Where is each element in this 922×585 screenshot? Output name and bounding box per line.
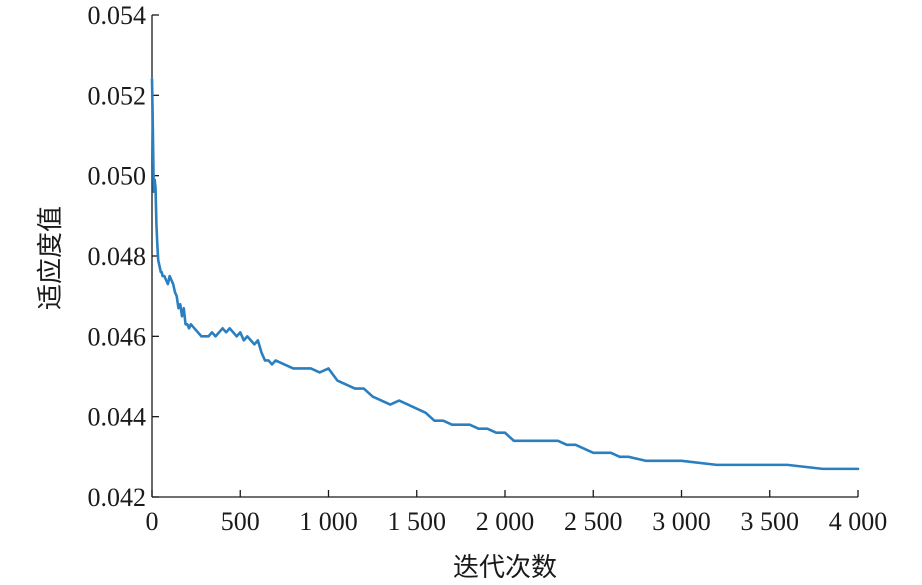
y-tick-label: 0.042: [88, 483, 147, 512]
x-tick-label: 3 000: [652, 507, 711, 536]
y-tick-label: 0.044: [88, 403, 147, 432]
plot-area: [150, 77, 860, 471]
y-tick-group: 0.042 0.044 0.046 0.048 0.050 0.052 0.054: [88, 1, 159, 512]
y-tick-label: 0.052: [88, 81, 147, 110]
x-tick-label: 1 500: [388, 507, 447, 536]
x-tick-label: 2 000: [476, 507, 535, 536]
y-tick-label: 0.054: [88, 1, 147, 30]
x-tick-label: 3 500: [741, 507, 800, 536]
y-tick-label: 0.048: [88, 242, 147, 271]
axes: [151, 15, 858, 498]
x-axis-title: 迭代次数: [453, 553, 557, 583]
x-tick-group: 0 500 1 000 1 500 2 000 2 500 3 000 3 500 4 000: [146, 490, 888, 536]
x-tick-label: 0: [146, 507, 159, 536]
y-axis-title: 适应度值: [36, 206, 66, 310]
y-tick-label: 0.050: [88, 162, 147, 191]
x-tick-label: 1 000: [299, 507, 358, 536]
x-tick-label: 500: [221, 507, 260, 536]
fitness-series-line: [150, 77, 860, 471]
y-tick-label: 0.046: [88, 322, 147, 351]
x-tick-label: 2 500: [564, 507, 623, 536]
x-tick-label: 4 000: [829, 507, 888, 536]
